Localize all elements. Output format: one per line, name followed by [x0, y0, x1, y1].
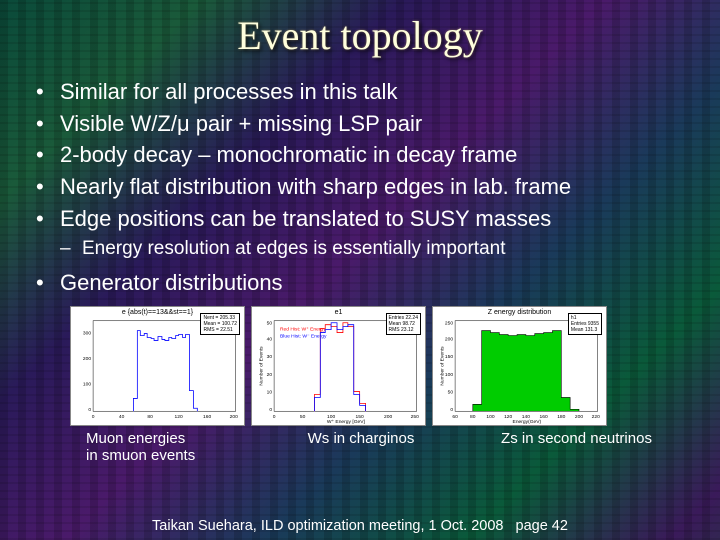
axis-label: W⁺ Energy [GeV]	[327, 419, 366, 425]
svg-text:100: 100	[445, 372, 453, 378]
svg-text:200: 200	[575, 414, 583, 420]
svg-text:250: 250	[411, 414, 419, 420]
svg-text:80: 80	[147, 414, 153, 420]
sub-bullet-list: Energy resolution at edges is essentiall…	[28, 237, 692, 262]
svg-text:220: 220	[592, 414, 600, 420]
chart-fill	[473, 330, 579, 411]
chart-title: e1	[335, 309, 343, 316]
svg-text:20: 20	[267, 372, 273, 378]
bullet-list-2: Generator distributions	[28, 268, 692, 298]
svg-text:40: 40	[119, 414, 125, 420]
legend-item: Red Hist: W⁺ Energy	[280, 326, 326, 332]
svg-text:180: 180	[557, 414, 565, 420]
footer-text: Taikan Suehara, ILD optimization meeting…	[152, 518, 503, 534]
caption-muon: Muon energies in smuon events	[86, 430, 261, 464]
chart-z-neutrinos: Z energy distribution h1 Entries 9355 Me…	[432, 306, 607, 426]
svg-text:160: 160	[203, 414, 211, 420]
bullet-item: Visible W/Z/μ pair + missing LSP pair	[28, 109, 692, 139]
svg-text:200: 200	[384, 414, 392, 420]
sub-bullet-item: Energy resolution at edges is essentiall…	[28, 237, 692, 262]
caption-z: Zs in second neutrinos	[461, 430, 692, 464]
chart-w-charginos: e1 Entries 22.24 Mean 98.72 RMS 23.12 0 5…	[251, 306, 426, 426]
page-number: 42	[552, 518, 568, 534]
axis-label: Number of Events	[258, 346, 264, 386]
svg-text:200: 200	[445, 336, 453, 342]
svg-text:50: 50	[267, 321, 273, 327]
svg-text:120: 120	[504, 414, 512, 420]
page-label: page	[516, 518, 548, 534]
svg-text:0: 0	[92, 414, 95, 420]
bullet-item: Similar for all processes in this talk	[28, 77, 692, 107]
svg-text:250: 250	[445, 321, 453, 327]
svg-text:300: 300	[83, 330, 91, 336]
svg-text:150: 150	[445, 354, 453, 360]
chart-row: e {abs(t)==13&&st==1} Nent = 205.33 Mean…	[70, 306, 692, 426]
slide-footer: Taikan Suehara, ILD optimization meeting…	[0, 518, 720, 534]
chart-line	[133, 330, 197, 411]
svg-text:60: 60	[452, 414, 458, 420]
chart-captions: Muon energies in smuon events Ws in char…	[86, 430, 692, 464]
svg-text:100: 100	[83, 381, 91, 387]
svg-text:80: 80	[470, 414, 476, 420]
svg-text:0: 0	[273, 414, 276, 420]
chart-statbox: h1 Entries 9355 Mean 131.3	[568, 313, 602, 335]
svg-text:0: 0	[269, 407, 272, 413]
svg-text:10: 10	[267, 389, 273, 395]
caption-text: in smuon events	[86, 447, 195, 464]
svg-text:50: 50	[300, 414, 306, 420]
chart-statbox: Nent = 205.33 Mean = 100.72 RMS = 22.51	[200, 313, 240, 335]
svg-text:0: 0	[450, 407, 453, 413]
chart-muon-energies: e {abs(t)==13&&st==1} Nent = 205.33 Mean…	[70, 306, 245, 426]
svg-text:100: 100	[486, 414, 494, 420]
axis-label: Number of Events	[439, 346, 445, 386]
bullet-list: Similar for all processes in this talk V…	[28, 77, 692, 233]
axis-label: Energy(GeV)	[513, 419, 542, 425]
bullet-item: 2-body decay – monochromatic in decay fr…	[28, 140, 692, 170]
bullet-item: Generator distributions	[28, 268, 692, 298]
svg-text:120: 120	[175, 414, 183, 420]
stat-value: 23.12	[401, 327, 414, 333]
svg-text:30: 30	[267, 354, 273, 360]
bullet-item: Edge positions can be translated to SUSY…	[28, 204, 692, 234]
chart-title: Z energy distribution	[488, 309, 551, 316]
caption-text: Muon energies	[86, 430, 185, 447]
slide-title: Event topology	[28, 12, 692, 59]
svg-text:200: 200	[83, 356, 91, 362]
svg-text:50: 50	[448, 389, 454, 395]
svg-text:40: 40	[267, 336, 273, 342]
bullet-item: Nearly flat distribution with sharp edge…	[28, 172, 692, 202]
stat-value: 22.51	[220, 327, 233, 333]
chart-statbox: Entries 22.24 Mean 98.72 RMS 23.12	[386, 313, 421, 335]
chart-title: e {abs(t)==13&&st==1}	[122, 309, 193, 316]
stat-value: 131.3	[585, 327, 598, 333]
svg-text:0: 0	[88, 407, 91, 413]
svg-text:200: 200	[230, 414, 238, 420]
caption-w: Ws in charginos	[261, 430, 461, 464]
